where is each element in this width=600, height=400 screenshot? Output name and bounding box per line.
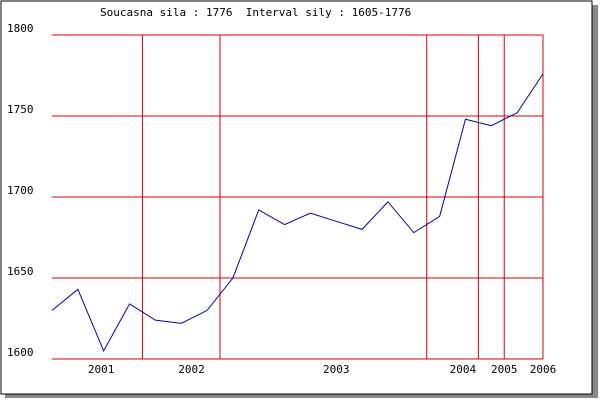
x-tick-label: 2004 xyxy=(450,363,477,376)
x-tick-label: 2006 xyxy=(530,363,557,376)
x-tick-label: 2003 xyxy=(323,363,350,376)
x-tick-label: 2002 xyxy=(178,363,205,376)
y-tick-label: 1750 xyxy=(7,103,34,116)
y-tick-label: 1800 xyxy=(7,22,34,35)
y-tick-label: 1700 xyxy=(7,184,34,197)
data-line xyxy=(51,73,544,353)
x-tick-label: 2001 xyxy=(88,363,115,376)
y-tick-label: 1650 xyxy=(7,265,34,278)
chart-title: Soucasna sila : 1776 Interval sily : 160… xyxy=(100,6,411,19)
x-tick-label: 2005 xyxy=(491,363,518,376)
y-tick-label: 1600 xyxy=(7,346,34,359)
